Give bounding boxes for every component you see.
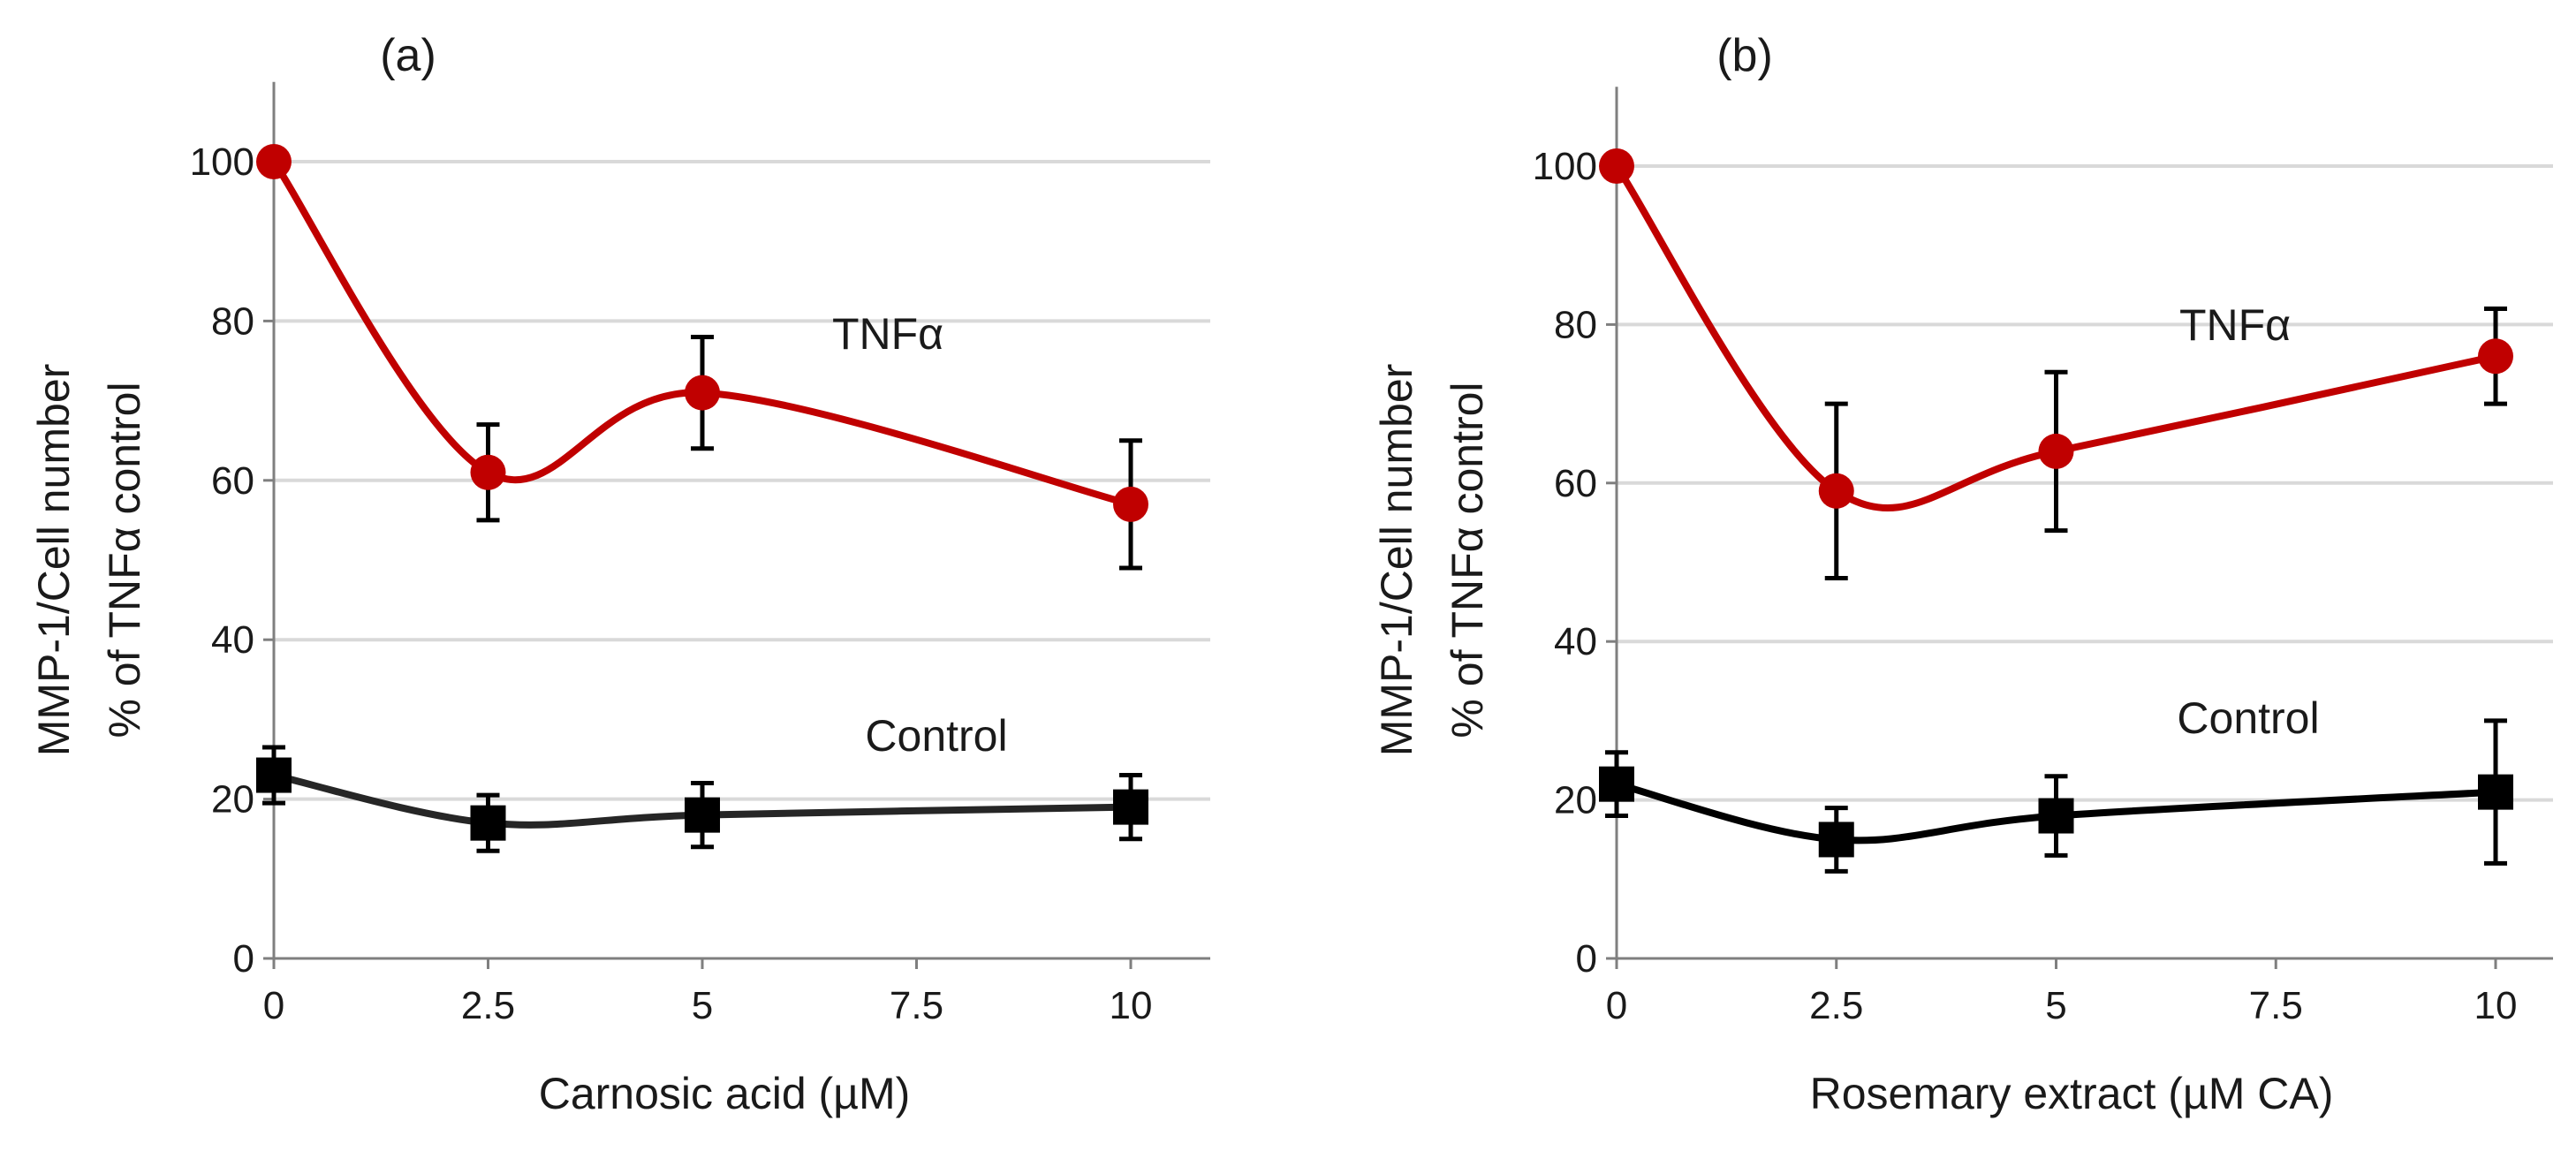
x-tick-label: 2.5 — [461, 984, 515, 1027]
data-point — [470, 454, 506, 490]
y-tick-label: 80 — [1554, 303, 1597, 346]
x-tick-label: 2.5 — [1809, 984, 1863, 1027]
chart-panel-a: 0 20 40 60 80 100 0 2.5 5 7.5 10 Carnosic acid (µM)… — [29, 30, 1210, 1118]
y-tick-label: 0 — [1576, 937, 1597, 981]
series-label: TNFα — [832, 309, 943, 359]
panel-label: (b) — [1716, 30, 1773, 81]
data-point — [2478, 774, 2513, 810]
x-tick-label: 0 — [263, 984, 284, 1027]
data-point — [256, 144, 292, 179]
series-line — [270, 158, 1134, 508]
x-axis-title: Rosemary extract (µM CA) — [1810, 1069, 2334, 1118]
y-tick-label: 20 — [1554, 779, 1597, 822]
data-point — [1599, 766, 1634, 802]
data-point — [1113, 789, 1148, 825]
series-tnfa: TNFα — [256, 144, 1148, 571]
data-point — [2038, 433, 2074, 469]
x-tick-label: 10 — [2474, 984, 2518, 1027]
data-point — [685, 797, 720, 833]
y-axis-title: % of TNFα control — [100, 382, 149, 738]
y-tick-label: 100 — [190, 140, 254, 184]
x-tick-label: 10 — [1110, 984, 1153, 1027]
data-point — [1818, 473, 1854, 509]
y-axis-title: MMP-1/Cell number — [1372, 364, 1421, 757]
data-point — [1818, 822, 1854, 858]
y-tick-label: 20 — [211, 778, 254, 822]
series-label: TNFα — [2179, 300, 2291, 350]
series-control: Control — [256, 711, 1148, 853]
data-point — [685, 375, 720, 411]
x-tick-label: 5 — [2045, 984, 2066, 1027]
panel-label: (a) — [380, 30, 436, 81]
y-tick-label: 60 — [211, 459, 254, 503]
x-tick-label: 7.5 — [2249, 984, 2303, 1027]
x-tick-label: 7.5 — [890, 984, 943, 1027]
series-label: Control — [865, 711, 1007, 761]
x-axis-title: Carnosic acid (µM) — [539, 1069, 911, 1118]
series-tnfa: TNFα — [1599, 148, 2513, 580]
y-tick-label: 0 — [233, 937, 254, 981]
data-point — [1599, 148, 1634, 184]
x-tick-label: 0 — [1606, 984, 1627, 1027]
data-point — [470, 805, 506, 841]
y-axis-title: MMP-1/Cell number — [29, 364, 79, 757]
x-tick-label: 5 — [692, 984, 713, 1027]
data-point — [1113, 486, 1148, 522]
series-line — [270, 771, 1134, 829]
chart-panel-b: 0 20 40 60 80 100 0 2.5 5 7.5 10 Rosemary extract (… — [1372, 30, 2553, 1118]
y-tick-label: 40 — [1554, 620, 1597, 663]
series-line — [1613, 163, 2499, 511]
y-tick-label: 100 — [1533, 145, 1597, 188]
data-point — [256, 757, 292, 793]
y-tick-label: 40 — [211, 618, 254, 662]
data-point — [2478, 338, 2513, 375]
series-control: Control — [1599, 693, 2513, 874]
data-point — [2038, 798, 2074, 834]
y-tick-label: 60 — [1554, 462, 1597, 505]
y-axis-title: % of TNFα control — [1443, 382, 1492, 738]
series-line — [1613, 780, 2499, 844]
series-label: Control — [2177, 693, 2319, 743]
y-tick-label: 80 — [211, 299, 254, 343]
